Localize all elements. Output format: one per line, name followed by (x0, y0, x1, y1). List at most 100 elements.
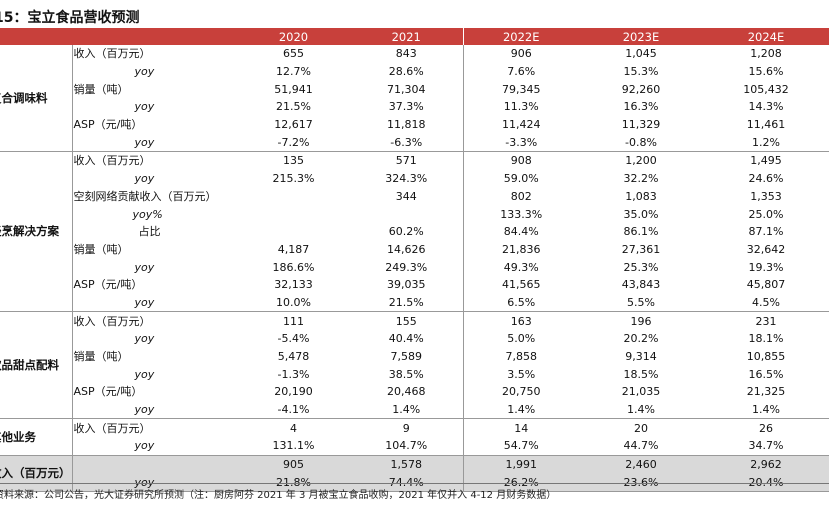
row-label: yoy (71, 437, 237, 456)
cell-value: 906 (462, 45, 579, 63)
cell-value: 28.6% (388, 65, 424, 79)
cell-value: 24.6% (748, 172, 784, 186)
cell-value: 16.3% (623, 100, 659, 114)
cell-value: 1,200 (625, 154, 657, 168)
row-label: ASP（元/吨） (71, 383, 237, 401)
cell-value: 1.4% (462, 400, 579, 420)
row-label: yoy (71, 330, 237, 348)
table-row: yoy -1.3% 38.5% 3.5% 18.5% 16.5% (0, 365, 829, 384)
table-row: ASP（元/吨） 20,190 20,468 20,750 21,035 21,325 (0, 383, 829, 401)
row-label: 收入（百万元） (71, 45, 237, 63)
cell-value: 37.3% (388, 100, 424, 114)
cell-value: 21,325 (746, 385, 786, 399)
cell-value: 7,589 (390, 350, 423, 364)
cell-value: 133.3% (462, 205, 579, 223)
row-label: yoy (71, 400, 237, 420)
cell-value: -6.3% (350, 133, 463, 153)
row-label: 销量（吨） (71, 80, 237, 99)
table-row: yoy 10.0% 21.5% 6.5% 5.5% 4.5% (0, 293, 829, 313)
row-label: 空刻网络贡献收入（百万元） (71, 187, 237, 206)
cell-value: 105,432 (743, 82, 789, 96)
cell-value: 41,565 (462, 275, 579, 294)
segment-name: 收入（百万元） (0, 455, 72, 493)
cell-value: 1.2% (703, 133, 829, 153)
segment-name-text: 复合调味料 (0, 90, 48, 105)
cell-value: 25.3% (623, 260, 659, 274)
cell-value: 92,260 (621, 82, 661, 96)
cell-value: 9,314 (625, 350, 657, 364)
cell-value: 34.7% (703, 437, 829, 456)
revenue-forecast-table: 2020 2021 2022E 2023E 2024E 复合调味料收入（百万元）… (0, 28, 829, 493)
table-row: 空刻网络贡献收入（百万元） 344 802 1,083 1,353 (0, 187, 829, 206)
table-row: 其他业务 收入（百万元） 4 9 14 20 26 (0, 418, 829, 456)
cell-value: -7.2% (237, 133, 350, 153)
cell-value: -4.1% (237, 400, 350, 420)
cell-value: 11,461 (746, 118, 786, 132)
cell-value: 71,304 (387, 82, 426, 96)
row-label: yoy (71, 365, 237, 384)
cell-value: 231 (755, 314, 777, 328)
table-row: 占比 60.2% 84.4% 86.1% 87.1% (0, 222, 829, 241)
table-row: yoy 21.5% 37.3% 11.3% 16.3% 14.3% (0, 98, 829, 116)
row-label: yoy (71, 62, 237, 81)
cell-value: 54.7% (462, 437, 579, 456)
cell-value: 26 (759, 421, 773, 435)
cell-value: 324.3% (385, 172, 428, 186)
forecast-table: 2020 2021 2022E 2023E 2024E 复合调味料收入（百万元）… (0, 28, 829, 493)
cell-value: 5,478 (277, 350, 310, 364)
cell-value: 20,190 (274, 385, 313, 399)
cell-value: 19.3% (748, 260, 784, 274)
cell-value: 21.5% (276, 100, 311, 114)
header-year-2024e: 2024E (703, 28, 829, 45)
cell-value: 135 (283, 154, 304, 168)
cell-value: 4 (290, 421, 297, 435)
segment-name: 轻烹解决方案 (0, 151, 72, 313)
row-label: 收入（百万元） (71, 418, 237, 438)
cell-value: 20,750 (462, 383, 579, 401)
cell-value: 2,460 (579, 455, 703, 474)
cell-value: 1,353 (750, 189, 782, 203)
cell-value: 16.5% (748, 367, 784, 381)
cell-value: 26.2% (462, 473, 579, 493)
segment-name: 复合调味料 (0, 45, 72, 153)
cell-value: -0.8% (579, 133, 703, 153)
table-row: 销量（吨） 5,478 7,589 7,858 9,314 10,855 (0, 347, 829, 366)
cell-value: 20 (634, 421, 648, 435)
cell-value: 1,495 (750, 154, 782, 168)
cell-value: 21,035 (621, 385, 661, 399)
cell-value: 196 (630, 314, 652, 328)
segment-name-text: 其他业务 (0, 429, 36, 444)
cell-value: 27,361 (621, 242, 661, 256)
cell-value: 3.5% (462, 365, 579, 384)
segment-name-text: 收入（百万元） (0, 466, 71, 480)
header-blank-label (72, 28, 237, 45)
cell-value: 18.1% (748, 332, 784, 346)
cell-value: 4,187 (277, 242, 310, 256)
row-label: 销量（吨） (71, 240, 237, 259)
header-year-2020: 2020 (237, 28, 350, 45)
segment-name: 其他业务 (0, 418, 72, 456)
cell-value: 131.1% (237, 437, 350, 456)
cell-value: 23.6% (579, 473, 703, 493)
cell-value: 87.1% (748, 225, 784, 239)
row-label: yoy (71, 293, 237, 313)
cell-value: 32,642 (746, 242, 786, 256)
cell-value: 20,468 (387, 385, 426, 399)
cell-value: 1,045 (625, 47, 657, 61)
cell-value: 905 (237, 455, 350, 474)
cell-value: 7.6% (462, 62, 579, 81)
source-note: 资料来源：公司公告，光大证券研究所预测（注：厨房阿芬 2021 年 3 月被宝立… (0, 490, 557, 501)
table-row: yoy -5.4% 40.4% 5.0% 20.2% 18.1% (0, 330, 829, 348)
cell-value: 86.1% (623, 225, 659, 239)
header-year-2021: 2021 (350, 28, 463, 45)
cell-value: 571 (395, 154, 417, 168)
table-row: 复合调味料 收入（百万元） 655 843 906 1,045 1,208 (0, 45, 829, 153)
cell-value: 5.0% (462, 330, 579, 348)
cell-value: 74.4% (350, 473, 463, 493)
cell-value: 59.0% (462, 169, 579, 188)
header-year-2022e: 2022E (462, 28, 579, 45)
cell-value: 51,941 (274, 82, 313, 96)
table-row: 饮品甜点配料 收入（百万元） 111 155 163 196 231 (0, 311, 829, 420)
cell-value: 45,807 (746, 278, 786, 292)
